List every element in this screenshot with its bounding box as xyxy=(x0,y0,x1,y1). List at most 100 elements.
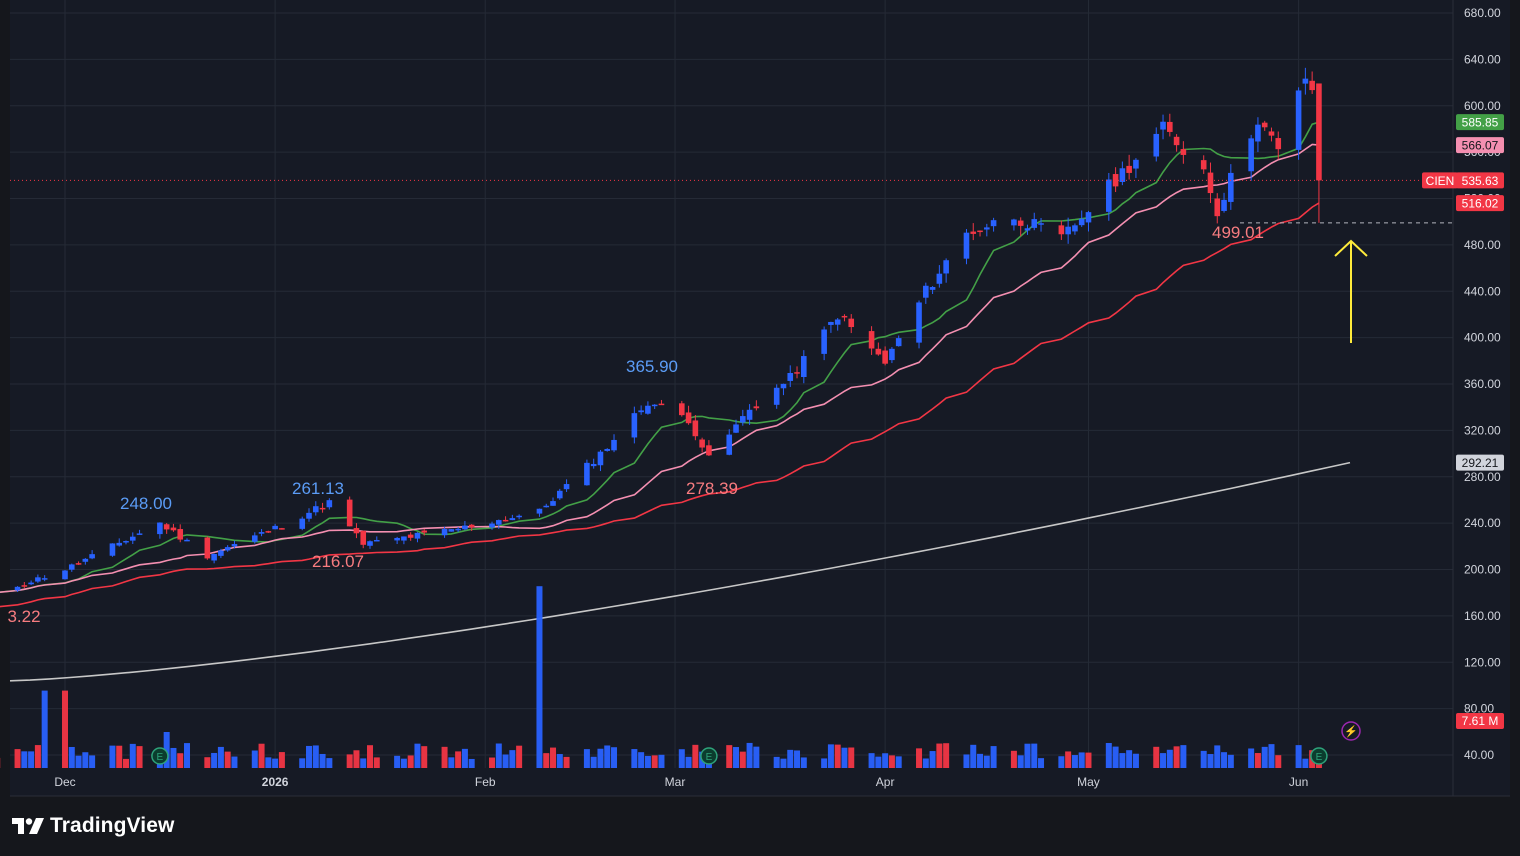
candle-body xyxy=(794,372,800,374)
volume-bar xyxy=(590,756,597,768)
arrow-head-icon xyxy=(1334,239,1368,257)
candle-body xyxy=(706,445,712,456)
price-tick-label: 40.00 xyxy=(1464,748,1494,762)
ma-red-label: 516.02 xyxy=(1462,197,1499,211)
volume-label-bg xyxy=(1456,713,1504,729)
candle-body xyxy=(502,519,509,522)
candle-body xyxy=(62,570,68,580)
volume-bar xyxy=(461,748,468,768)
candle-body xyxy=(929,287,936,290)
candle-body xyxy=(421,530,428,533)
volume-bar xyxy=(611,747,618,768)
volume-bar xyxy=(1010,750,1017,768)
earnings-letter: E xyxy=(706,752,713,763)
candle-body xyxy=(631,413,638,438)
price-tick-label: 120.00 xyxy=(1464,655,1501,669)
candle-body xyxy=(407,534,414,538)
candle-body xyxy=(136,533,143,535)
price-labels: 585.85 566.07 516.02 292.21 CIEN 535.63 7.61 M xyxy=(1422,114,1504,729)
volume-bar xyxy=(468,758,475,768)
candle-body xyxy=(963,232,970,259)
volume-bar xyxy=(516,745,523,768)
volume-bar xyxy=(89,755,96,768)
volume-bar xyxy=(543,753,550,768)
candle-body xyxy=(536,508,543,514)
volume-bar xyxy=(800,757,807,768)
chart-background xyxy=(10,0,1510,796)
candle-body xyxy=(116,542,123,546)
candle-body xyxy=(1085,212,1092,223)
volume-bar xyxy=(326,758,333,768)
volume-bar xyxy=(394,755,401,768)
earnings-badge: E xyxy=(700,747,718,765)
volume-bar xyxy=(963,754,970,768)
candle-body xyxy=(848,318,855,328)
volume-bar xyxy=(834,744,841,768)
volume-bar xyxy=(780,758,787,768)
volume-bar xyxy=(1038,758,1045,768)
volume-bar xyxy=(1207,754,1214,768)
volume-bar xyxy=(1058,756,1065,768)
last-price-label-bg xyxy=(1456,172,1504,189)
candle-body xyxy=(780,383,787,389)
ma-pink-label: 566.07 xyxy=(1462,139,1499,153)
candle-body xyxy=(658,403,665,406)
candle-body xyxy=(990,220,997,227)
tradingview-watermark[interactable]: TradingView xyxy=(12,812,174,840)
candle-body xyxy=(1058,225,1065,235)
candle-body xyxy=(984,227,990,230)
volume-bar xyxy=(638,752,645,768)
earnings-icon xyxy=(700,747,718,765)
volume-bar xyxy=(407,755,414,768)
volume-bar xyxy=(502,754,509,768)
candle-body xyxy=(272,525,278,530)
candle-body xyxy=(692,420,699,437)
candle-body xyxy=(1214,198,1221,217)
candle-body xyxy=(1024,228,1031,231)
volume-bar xyxy=(21,751,28,768)
swing-high-label: 261.13 xyxy=(292,479,344,498)
volume-bar xyxy=(224,751,231,768)
ma-line-pink xyxy=(0,143,1319,593)
candle-body xyxy=(41,578,48,580)
time-axis[interactable]: Dec 2026 Feb Mar Apr May Jun xyxy=(54,775,1308,789)
ma-gray-label: 292.21 xyxy=(1462,456,1499,470)
volume-bar xyxy=(726,745,733,768)
candle-body xyxy=(306,512,312,519)
candle-body xyxy=(326,500,333,508)
candle-body xyxy=(550,501,556,506)
candle-body xyxy=(726,434,733,455)
earnings-letter: E xyxy=(1316,752,1323,763)
price-axis[interactable]: 680.00640.00600.00560.00520.00480.00440.… xyxy=(1464,6,1501,762)
volume-bar xyxy=(489,757,496,768)
candle-body xyxy=(1309,80,1315,91)
candle-body xyxy=(1207,172,1214,194)
candle-body xyxy=(1119,168,1126,182)
candle-body xyxy=(299,518,306,529)
candle-body xyxy=(231,544,238,547)
volume-bar xyxy=(882,753,889,768)
volume-bar xyxy=(692,744,699,768)
volume-bar xyxy=(373,757,380,768)
volume-bar xyxy=(916,748,923,768)
volume-bar xyxy=(136,746,143,768)
volume-bar xyxy=(550,747,557,768)
candle-body xyxy=(441,529,448,536)
volume-bar xyxy=(536,586,543,768)
volume-bar xyxy=(455,751,462,768)
volume-bar xyxy=(1065,751,1072,768)
candle-body xyxy=(590,463,597,467)
volume-bar xyxy=(739,751,746,768)
volume-bar xyxy=(1173,746,1180,768)
ma-gray-label-bg xyxy=(1456,454,1504,471)
candle-body xyxy=(509,518,516,521)
last-price-label: 535.63 xyxy=(1462,174,1499,188)
candle-body xyxy=(1126,165,1132,173)
volume-bar xyxy=(922,758,929,768)
candle-body xyxy=(373,539,380,542)
candle-body xyxy=(916,302,922,343)
candle-body xyxy=(733,424,739,433)
volume-bar xyxy=(970,744,977,768)
